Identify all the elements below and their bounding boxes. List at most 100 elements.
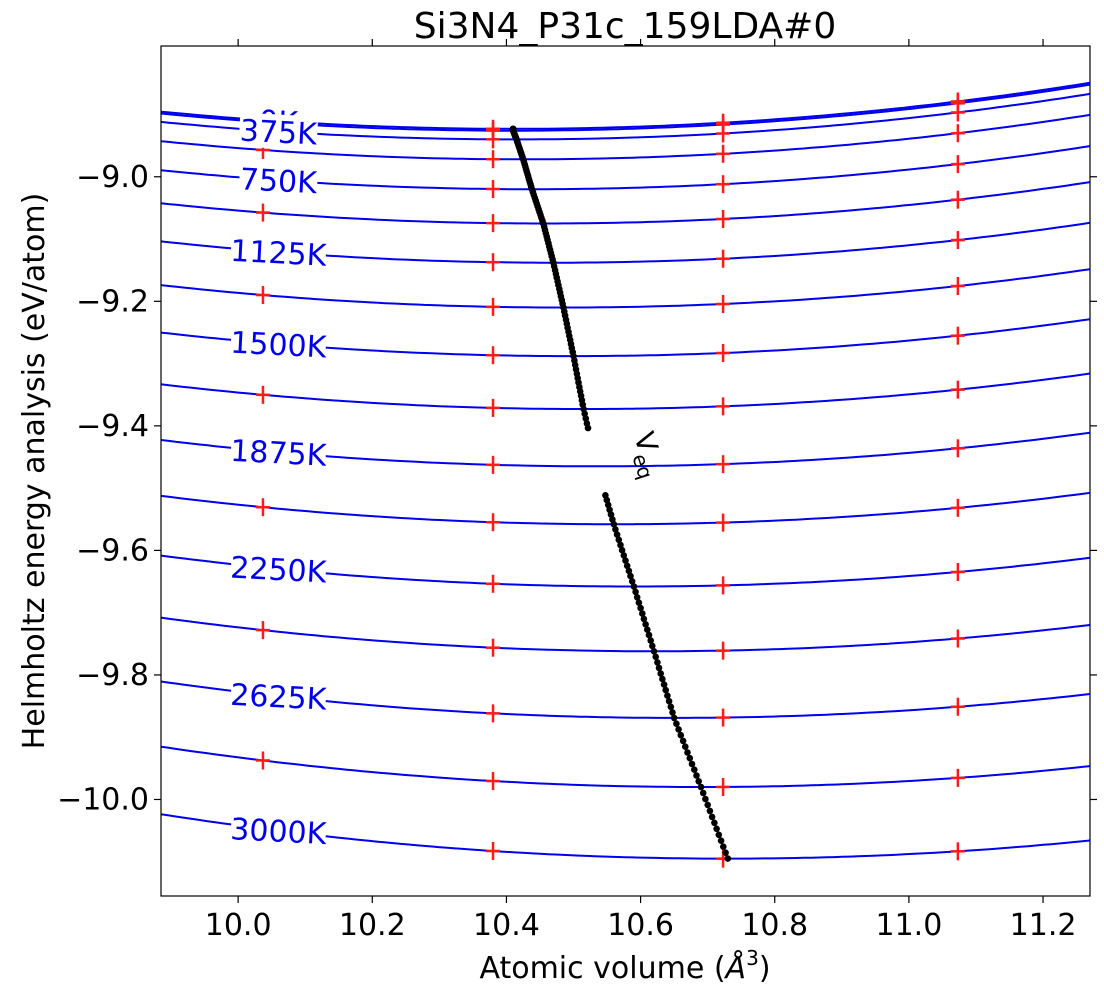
temperature-label-750K: 750K — [239, 162, 319, 201]
veq-point — [667, 703, 675, 711]
veq-point — [673, 720, 680, 727]
veq-point — [724, 855, 732, 862]
x-tick-label: 10.0 — [205, 908, 272, 943]
veq-point — [662, 686, 669, 694]
x-tick-label: 10.4 — [473, 908, 540, 943]
x-tick-label: 10.8 — [741, 908, 808, 943]
temperature-label-375K: 375K — [239, 114, 319, 153]
veq-point — [644, 626, 651, 633]
x-axis-label-unit: Å — [724, 950, 747, 986]
veq-point — [618, 546, 626, 554]
veq-point — [657, 670, 664, 677]
isotherm-curve-1688K — [161, 372, 1090, 410]
veq-point — [612, 526, 619, 533]
veq-point — [664, 692, 671, 699]
isotherm-curve-2812K — [161, 745, 1090, 788]
veq-point — [697, 783, 705, 791]
veq-point — [713, 825, 720, 833]
veq-point — [699, 789, 707, 797]
x-axis-label-text: Atomic volume ( — [479, 951, 725, 986]
veq-point — [627, 572, 634, 580]
y-tick-label: −9.4 — [76, 409, 149, 444]
veq-point — [650, 648, 658, 655]
veq-point — [688, 760, 696, 768]
veq-point — [584, 424, 592, 432]
temperature-label-bg — [238, 112, 319, 151]
veq-point — [717, 837, 725, 844]
veq-point — [693, 772, 700, 779]
veq-point — [622, 557, 629, 564]
y-tick-label: −9.8 — [76, 658, 149, 693]
y-tick-label: −9.2 — [76, 284, 149, 319]
veq-point — [655, 664, 663, 672]
plot-frame — [160, 45, 1091, 897]
temperature-label-2625K: 2625K — [229, 678, 328, 718]
veq-point — [613, 531, 621, 538]
temperature-label-bg — [230, 232, 327, 272]
veq-point — [628, 578, 636, 585]
y-tick-label: −10.0 — [57, 782, 149, 817]
temperature-labels: 0K375K750K1125K1500K1875K2250K2625K3000K — [229, 103, 328, 852]
veq-point — [704, 801, 711, 809]
temperature-label-bg — [230, 811, 327, 851]
veq-point — [720, 843, 727, 850]
veq-point — [610, 520, 618, 528]
veq-point — [660, 681, 668, 688]
veq-point — [654, 659, 661, 666]
veq-point — [691, 766, 698, 773]
veq-point — [635, 599, 643, 606]
x-axis-label-exponent: 3 — [746, 946, 759, 970]
veq-point — [675, 726, 682, 733]
y-tick-label: −9.0 — [76, 160, 149, 195]
veq-point — [625, 567, 633, 575]
equilibrium-volume-points — [509, 125, 732, 862]
veq-point — [637, 604, 644, 612]
temperature-label-2250K: 2250K — [229, 551, 328, 591]
veq-point — [722, 849, 729, 856]
veq-point — [633, 594, 641, 601]
veq-point — [684, 749, 691, 756]
veq-point — [706, 807, 714, 815]
veq-point — [702, 795, 709, 803]
veq-point — [695, 778, 702, 785]
veq-point — [686, 754, 694, 762]
veq-point — [665, 697, 673, 705]
veq-point — [659, 675, 666, 683]
veq-point — [623, 562, 631, 570]
veq-point — [645, 631, 653, 639]
veq-point — [711, 819, 718, 827]
veq-point — [647, 637, 654, 644]
y-axis-label: Helmholtz energy analysis (eV/atom) — [17, 193, 52, 750]
temperature-label-bg — [230, 432, 327, 472]
veq-point — [649, 642, 656, 650]
temperature-label-1125K: 1125K — [229, 234, 328, 274]
veq-point — [682, 743, 689, 750]
isotherm-curve-562K — [161, 113, 1090, 161]
y-tick-label: −9.6 — [76, 533, 149, 568]
temperature-label-bg — [230, 324, 327, 364]
x-axis-label-close: ) — [759, 951, 771, 986]
veq-point — [642, 621, 649, 628]
isotherm-curve-2438K — [161, 616, 1090, 653]
x-tick-label: 10.2 — [339, 908, 406, 943]
veq-point — [620, 552, 628, 559]
temperature-label-1500K: 1500K — [229, 326, 328, 366]
veq-point — [639, 610, 646, 617]
y-axis: −9.0 −9.2 −9.4 −9.6 −9.8 −10.0 — [57, 160, 1097, 817]
x-tick-label: 11.0 — [875, 908, 942, 943]
x-tick-label: 11.2 — [1010, 908, 1077, 943]
temperature-label-bg — [230, 549, 327, 589]
temperature-label-3000K: 3000K — [229, 812, 328, 852]
veq-point — [652, 653, 659, 661]
veq-point — [715, 831, 723, 839]
veq-point — [617, 541, 624, 549]
x-axis: 10.0 10.2 10.4 10.6 10.8 11.0 11.2 — [205, 39, 1077, 943]
veq-point — [679, 737, 687, 745]
temperature-label-1875K: 1875K — [229, 434, 328, 474]
x-axis-label: Atomic volume (Å3) — [479, 946, 770, 986]
veq-point — [669, 709, 676, 716]
chart-title: Si3N4_P31c_159LDA#0 — [414, 6, 836, 47]
